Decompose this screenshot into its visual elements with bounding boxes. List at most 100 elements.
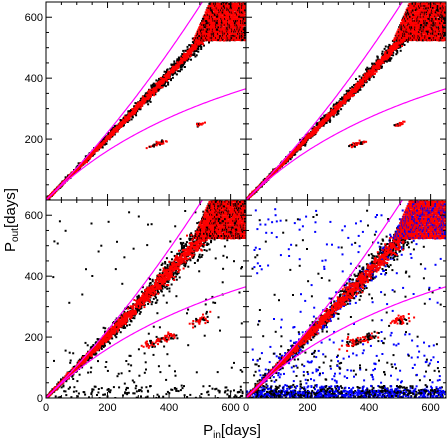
band-point	[341, 104, 344, 107]
band-point	[402, 41, 405, 44]
red-band-point	[137, 103, 139, 106]
band-point	[176, 62, 178, 65]
band-point	[356, 90, 359, 93]
saturation-point	[243, 24, 246, 27]
band-point	[292, 153, 295, 156]
cluster-point	[155, 140, 158, 143]
red-band-point	[158, 85, 161, 88]
band-point	[340, 108, 343, 111]
band-point	[349, 87, 352, 90]
band-point	[167, 81, 170, 84]
saturation-point	[243, 36, 246, 39]
red-band-point	[129, 115, 132, 118]
red-band-point	[157, 82, 160, 85]
red-band-point	[168, 76, 171, 79]
red-band-point	[143, 97, 146, 100]
red-band-point	[107, 137, 110, 140]
band-point	[176, 60, 179, 63]
band-point	[183, 66, 186, 68]
band-point	[193, 52, 196, 55]
cluster-point	[200, 123, 203, 126]
band-point	[365, 68, 367, 71]
red-band-point	[101, 142, 104, 145]
band-point	[111, 135, 114, 138]
red-band-point	[175, 68, 178, 71]
red-band-point	[177, 63, 180, 66]
cluster-point	[157, 141, 160, 144]
red-band-point	[155, 90, 158, 93]
band-point	[130, 118, 133, 121]
band-point	[367, 67, 370, 70]
red-band-point	[190, 46, 193, 49]
band-point	[187, 58, 190, 61]
red-band-point	[191, 48, 194, 51]
band-point	[381, 65, 383, 68]
band-point	[186, 48, 189, 51]
red-band-point	[133, 107, 136, 110]
band-point	[129, 110, 132, 113]
panel-points	[246, 2, 446, 200]
red-band-point	[149, 92, 152, 94]
saturation-point	[243, 26, 246, 29]
band-point	[358, 75, 361, 78]
red-band-point	[92, 149, 95, 152]
band-point	[315, 122, 318, 125]
red-band-point	[162, 79, 164, 82]
red-band-point	[169, 70, 172, 73]
band-point	[384, 45, 387, 48]
red-band-point	[106, 137, 109, 140]
cluster-point	[204, 121, 206, 124]
band-point	[181, 53, 184, 56]
cluster-point	[161, 139, 164, 142]
band-point	[195, 54, 198, 57]
red-band-point	[131, 110, 133, 113]
red-band-point	[148, 93, 151, 96]
red-band-point	[156, 84, 159, 87]
band-point	[376, 55, 379, 58]
band-point	[103, 136, 106, 139]
band-point	[155, 79, 158, 82]
band-point	[355, 78, 357, 80]
band-point	[101, 146, 104, 149]
red-band-point	[118, 127, 120, 130]
red-band-point	[143, 102, 146, 105]
red-band-point	[180, 57, 182, 60]
red-band-point	[150, 88, 153, 91]
red-band-point	[83, 161, 86, 164]
red-band-point	[202, 43, 205, 46]
red-band-point	[167, 74, 170, 77]
red-band-point	[171, 65, 174, 68]
band-point	[139, 108, 142, 110]
red-band-point	[159, 76, 162, 79]
red-band-point	[178, 61, 181, 63]
red-band-point	[152, 87, 155, 90]
red-band-point	[168, 74, 171, 77]
band-point	[173, 63, 176, 66]
red-band-point	[147, 98, 150, 101]
red-band-point	[150, 93, 153, 96]
band-point	[177, 60, 180, 63]
band-point	[170, 78, 172, 80]
red-band-point	[148, 89, 151, 92]
band-point	[171, 74, 174, 76]
saturation-point	[244, 28, 246, 31]
band-point	[332, 115, 335, 118]
band-point	[197, 50, 200, 53]
band-point	[186, 59, 189, 62]
band-point	[388, 43, 391, 46]
red-band-point	[141, 100, 144, 103]
band-point	[166, 68, 169, 71]
band-point	[387, 45, 390, 48]
red-band-point	[193, 46, 196, 49]
band-point	[341, 96, 343, 99]
band-point	[84, 155, 87, 158]
red-band-point	[90, 151, 93, 154]
red-band-point	[155, 88, 158, 91]
band-point	[335, 113, 338, 116]
band-point	[177, 70, 180, 73]
band-point	[191, 41, 194, 44]
panel-points	[46, 2, 246, 200]
band-point	[329, 119, 332, 122]
band-point	[113, 125, 116, 127]
red-band-point	[184, 59, 187, 62]
